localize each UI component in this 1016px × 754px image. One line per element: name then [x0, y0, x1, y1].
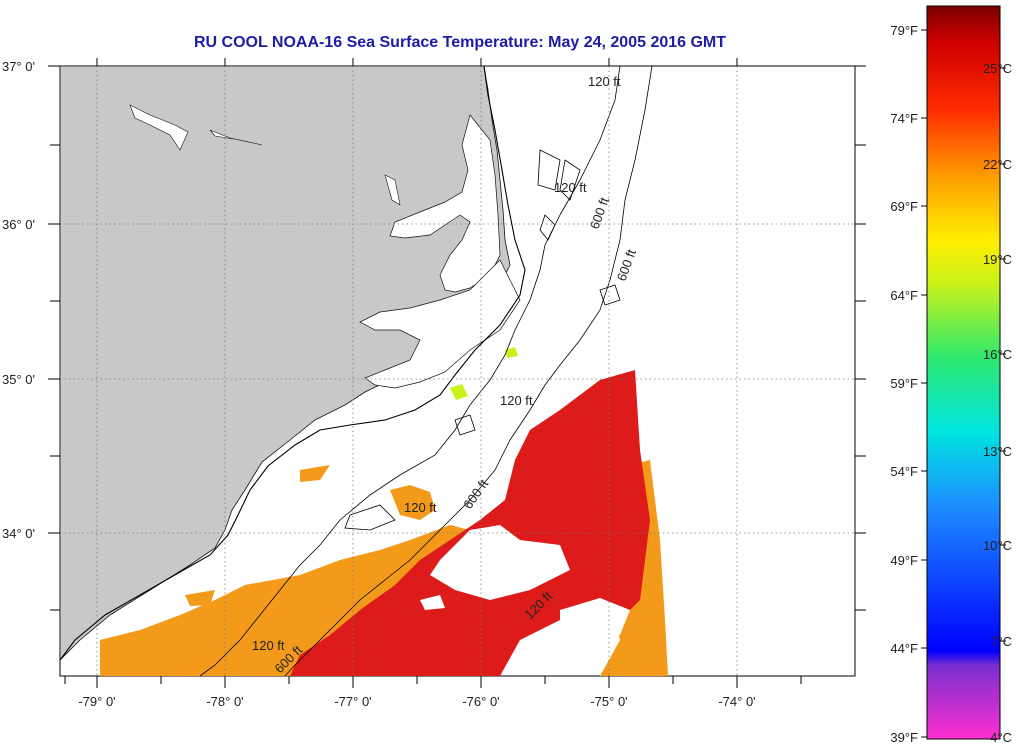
cb-f-39: 39°F	[890, 730, 918, 745]
contour-label-4: 120 ft	[404, 500, 437, 515]
cb-c-16: 16°C	[983, 347, 1012, 362]
graticule	[60, 66, 855, 676]
cb-f-54: 54°F	[890, 464, 918, 479]
cb-f-44: 44°F	[890, 641, 918, 656]
depth-contours	[199, 66, 653, 676]
lat-label-36: 36° 0'	[2, 217, 35, 232]
lon-label-79: -79° 0'	[78, 694, 115, 709]
lat-label-34: 34° 0'	[2, 526, 35, 541]
contour-label-3: 120 ft	[500, 393, 533, 408]
lon-label-75: -75° 0'	[590, 694, 627, 709]
cb-f-64: 64°F	[890, 288, 918, 303]
sst-warm-patch-2	[300, 465, 330, 482]
colorbar	[926, 5, 1001, 740]
river-inlet	[129, 104, 189, 151]
contour-label-2: 120 ft	[554, 180, 587, 195]
coastline	[60, 66, 526, 661]
map-title: RU COOL NOAA-16 Sea Surface Temperature:…	[193, 34, 727, 51]
cb-c-25: 25°C	[983, 61, 1012, 76]
lon-label-78: -78° 0'	[206, 694, 243, 709]
contour-label-5: 120 ft	[252, 638, 285, 653]
sst-warm-patch	[390, 485, 435, 520]
cb-f-79: 79°F	[890, 23, 918, 38]
lon-label-76: -76° 0'	[462, 694, 499, 709]
cb-f-49: 49°F	[890, 553, 918, 568]
sst-cool-patch	[450, 384, 468, 400]
sst-hot-region	[290, 370, 650, 676]
cb-f-69: 69°F	[890, 199, 918, 214]
cb-c-19: 19°C	[983, 252, 1012, 267]
cloud-hole-2	[560, 598, 630, 640]
river-inlet-3	[384, 174, 401, 206]
colorbar-ticks	[921, 29, 1006, 738]
cb-c-22: 22°C	[983, 157, 1012, 172]
lon-label-77: -77° 0'	[334, 694, 371, 709]
sst-cool-patch-2	[505, 347, 518, 358]
sst-warm-region	[100, 525, 470, 676]
cb-f-74: 74°F	[890, 111, 918, 126]
lat-label-37: 37° 0'	[2, 59, 35, 74]
cb-c-7: 7°C	[990, 634, 1012, 649]
sound-water	[389, 114, 501, 293]
axis-ticks	[48, 58, 866, 688]
cloud-hole-3	[420, 595, 445, 610]
contour-label-1: 120 ft	[588, 74, 621, 89]
cb-c-10: 10°C	[983, 538, 1012, 553]
cb-c-4: 4°C	[990, 730, 1012, 745]
pamlico-sound	[359, 259, 521, 389]
lat-label-35: 35° 0'	[2, 372, 35, 387]
lon-label-74: -74° 0'	[718, 694, 755, 709]
river-inlet-2	[209, 129, 263, 146]
cb-c-13: 13°C	[983, 444, 1012, 459]
cloud-hole	[430, 525, 570, 600]
cb-f-59: 59°F	[890, 376, 918, 391]
sst-warm-patch-4	[185, 590, 215, 606]
